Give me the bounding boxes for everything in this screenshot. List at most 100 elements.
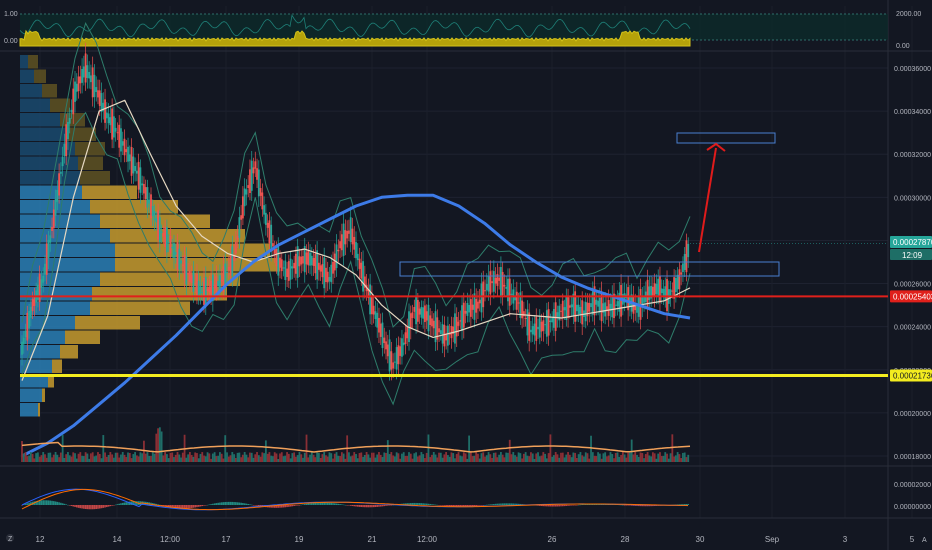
macd-histogram-bar (372, 505, 375, 508)
volume-bar (137, 456, 140, 462)
volume-bar (553, 455, 555, 462)
volume-bar (662, 455, 665, 462)
yellow-level-tag-bg (890, 369, 932, 382)
drawings[interactable] (399, 132, 888, 277)
volume-bar (577, 454, 580, 462)
zoom-icon-glyph: Z (8, 536, 13, 543)
candle-body (650, 285, 653, 299)
candle-body (386, 344, 389, 357)
macd-histogram-bar (325, 502, 327, 505)
volume-bar (501, 454, 504, 462)
horizontal-levels[interactable] (20, 295, 888, 377)
volume-bar (61, 434, 64, 462)
macd-histogram-bar (641, 505, 644, 507)
volume-bar (275, 453, 278, 462)
macd-histogram-bar (427, 503, 430, 505)
volume-bar (256, 452, 258, 462)
candle-body (530, 329, 532, 333)
candle-body (498, 277, 501, 281)
candle-body (317, 262, 320, 270)
macd-histogram-bar (415, 502, 417, 505)
volume-bar (438, 452, 440, 462)
volume-bar (199, 453, 202, 462)
volume-bar (289, 458, 292, 462)
macd-histogram-bar (90, 505, 92, 510)
candle-body (588, 303, 591, 312)
candle-body (424, 305, 426, 323)
macd-histogram-bar (379, 505, 382, 507)
macd-histogram-bar (512, 503, 515, 505)
candle-body (507, 278, 509, 302)
candle-body (247, 185, 250, 189)
countdown-tag: 12:09 (902, 251, 923, 260)
volume-bar (197, 458, 200, 462)
candle-body (28, 311, 30, 328)
candle-body (335, 244, 338, 269)
macd-histogram-bar (199, 505, 202, 507)
volume-bar (141, 453, 144, 462)
volume-bar (446, 455, 449, 462)
profile-bar-blue (20, 388, 42, 402)
volume-bar (480, 453, 483, 462)
macd-histogram-bar (452, 505, 454, 507)
macd-histogram-bar (83, 505, 85, 509)
candle-body (420, 306, 423, 318)
candle-body (226, 271, 228, 273)
volume-bar (135, 455, 138, 462)
macd-histogram-bar (208, 504, 211, 505)
candle-body (346, 230, 349, 239)
candle-body (310, 255, 313, 266)
candle-body (272, 243, 274, 247)
macd-histogram-bar (507, 503, 509, 505)
candle-body (220, 279, 223, 282)
volume-bar (148, 455, 151, 462)
macd-histogram-bar (367, 505, 370, 508)
volume-bar (588, 458, 591, 462)
candle-body (132, 156, 135, 174)
macd-histogram-bar (220, 502, 223, 505)
volume-bar (224, 435, 227, 462)
macd-histogram-bar (319, 502, 322, 505)
time-axis-label: 12 (36, 535, 45, 544)
profile-bar-blue (20, 258, 115, 272)
candle-body (151, 206, 154, 216)
volume-bar (538, 456, 541, 462)
candle-body (634, 304, 637, 311)
candle-body (503, 284, 506, 287)
candle-body (185, 256, 188, 285)
volume-bar (554, 452, 557, 462)
macd-histogram-bar (222, 502, 225, 505)
macd-histogram-bar (121, 502, 124, 505)
macd-histogram-bar (125, 502, 128, 505)
macd-histogram-bar (235, 502, 237, 505)
volume-bar (213, 452, 216, 462)
profile-bar-gold (75, 142, 105, 156)
candle-body (65, 124, 68, 157)
macd-histogram-bar (627, 505, 629, 506)
volume-bar (517, 452, 520, 462)
volume-bar (604, 452, 607, 462)
time-axis[interactable]: 12 14 12:00 17 19 21 12:00 26 28 30 Sep 3 5 Z A (6, 534, 927, 544)
volume-bar (579, 452, 582, 462)
volume-bar (65, 454, 68, 462)
candle-body (632, 296, 635, 314)
candle-body (330, 264, 333, 283)
macd-histogram-bar (436, 504, 439, 506)
candle-body (123, 138, 126, 156)
volume-zone (20, 14, 888, 40)
macd-histogram-bar (280, 505, 283, 508)
macd-histogram-bar (537, 505, 539, 506)
candle-body (273, 248, 276, 254)
red-level-tag: 0.00025403 (893, 292, 932, 301)
macd-histogram-bar (291, 505, 294, 507)
price-axis[interactable]: 2000.00 0.00 0.00036000 0.00034000 0.0003200… (890, 11, 932, 511)
volume-bar (356, 458, 359, 462)
candle-body (305, 252, 308, 265)
candle-body (528, 312, 531, 341)
macd-histogram-bar (637, 505, 640, 507)
profile-bar-gold (75, 316, 140, 330)
macd-histogram-bar (629, 505, 631, 506)
volume-bar (282, 456, 285, 462)
macd-histogram-bar (47, 500, 50, 505)
